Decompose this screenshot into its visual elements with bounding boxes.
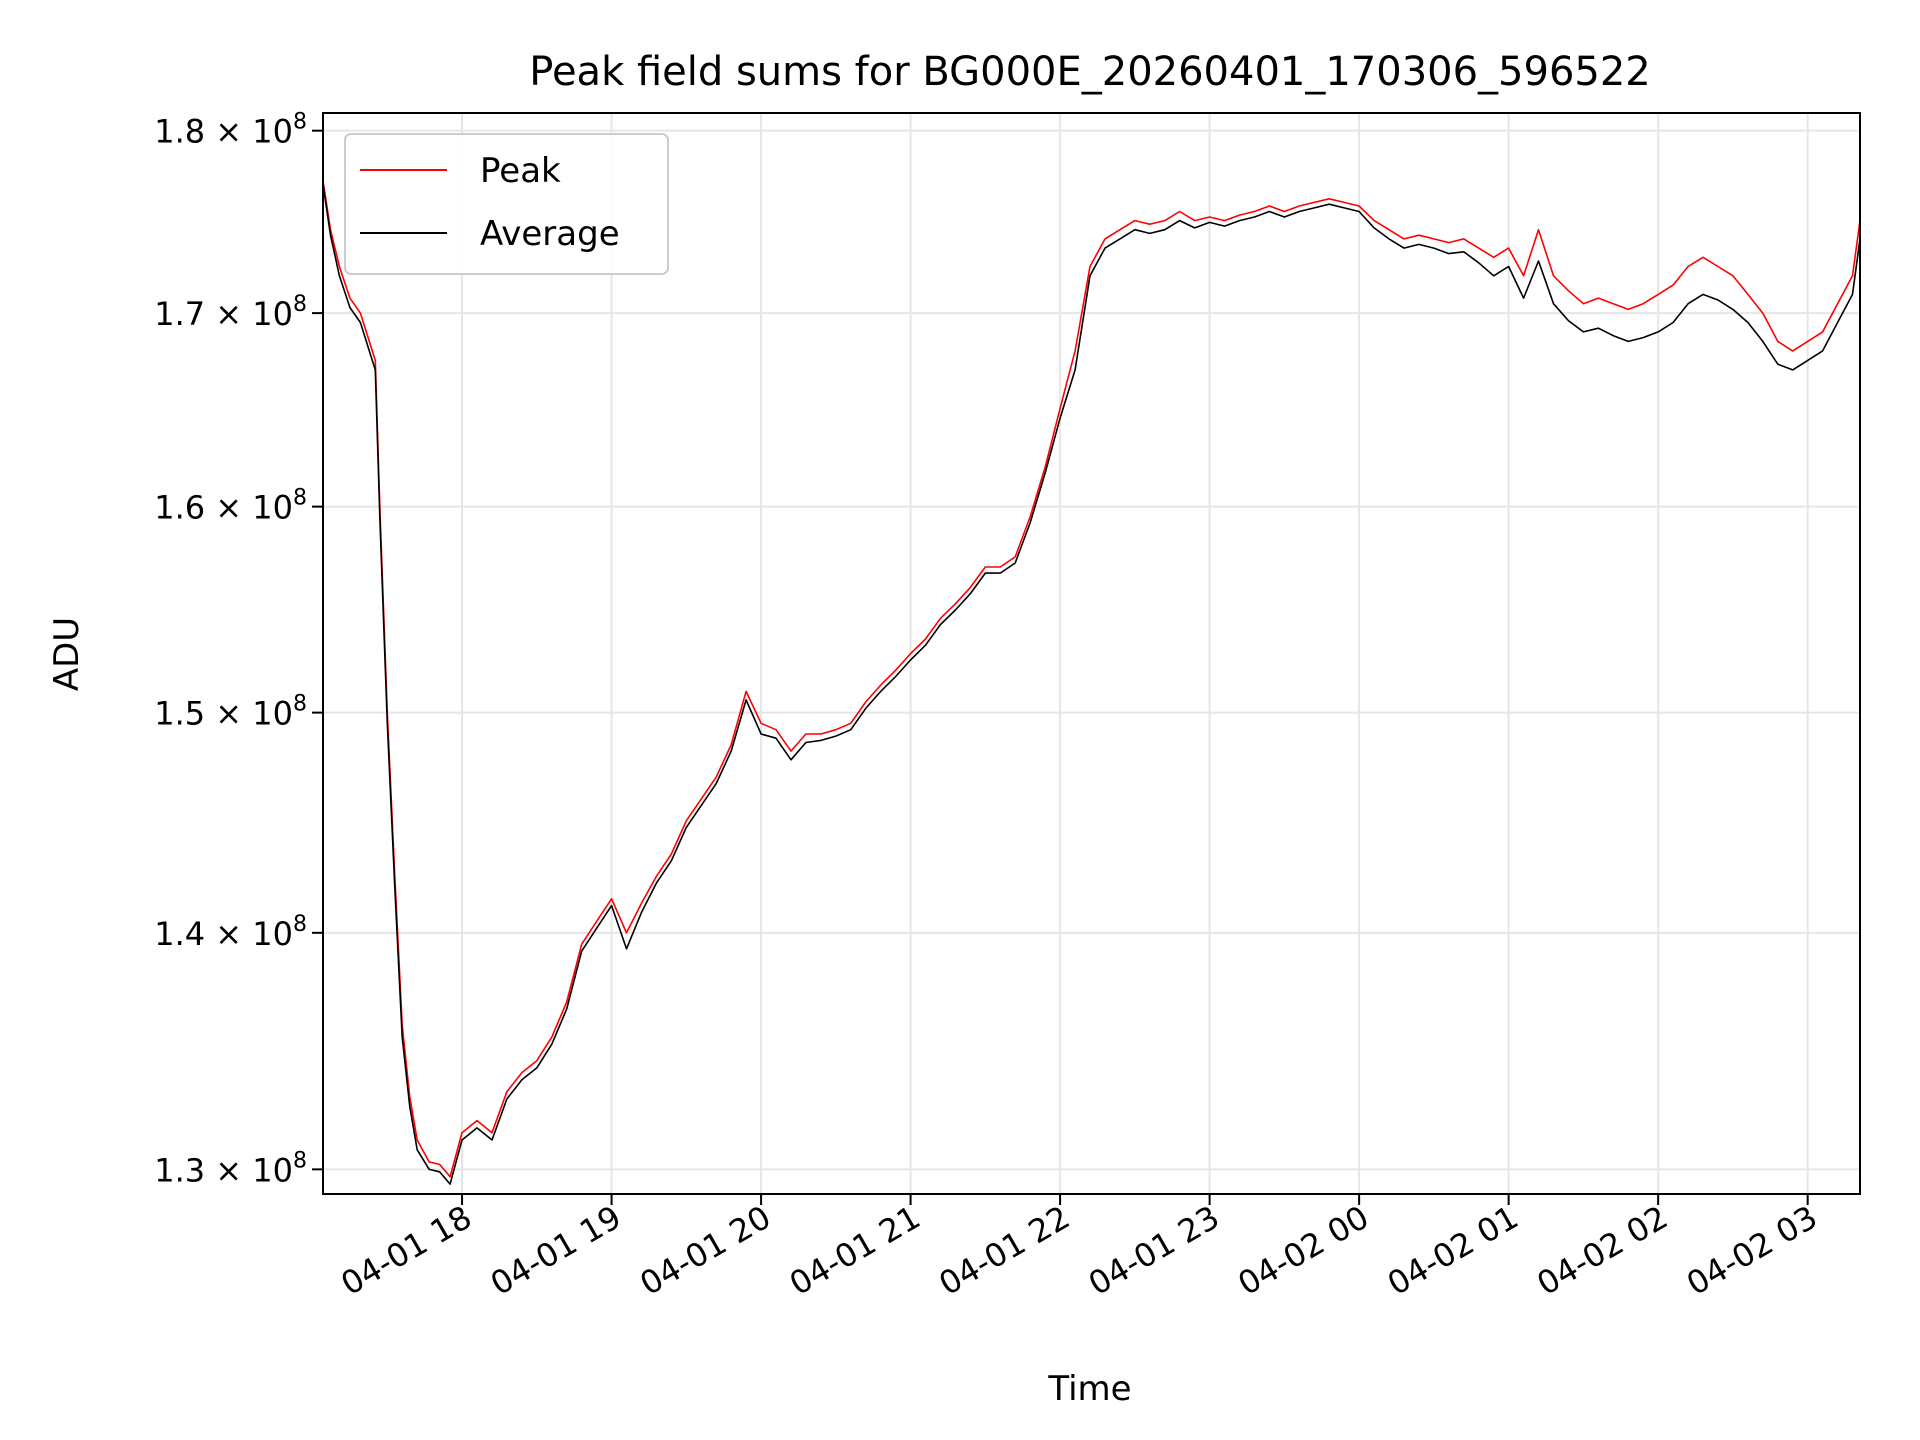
grid <box>323 113 1860 1194</box>
y-axis: 1.3 × 108 1.4 × 108 1.5 × 108 1.6 × 108 1.7 … <box>154 110 323 1189</box>
plot-background <box>323 113 1860 1194</box>
series-group <box>322 180 1861 1185</box>
y-tick-label: 1.7 × 108 <box>154 292 307 333</box>
legend-label-peak: Peak <box>480 151 561 191</box>
y-axis-label: ADU <box>47 617 87 691</box>
series-line-peak <box>322 180 1861 1178</box>
legend-label-average: Average <box>480 214 620 254</box>
plot-frame <box>322 112 1861 1195</box>
plot-area <box>322 112 1861 1195</box>
y-tick-label: 1.4 × 108 <box>154 912 307 953</box>
y-tick-label: 1.3 × 108 <box>154 1148 307 1189</box>
y-tick-label: 1.6 × 108 <box>154 486 307 527</box>
legend: Peak Average <box>344 133 669 275</box>
y-tick-label: 1.5 × 108 <box>154 692 307 733</box>
x-axis-label: Time <box>1047 1369 1131 1409</box>
y-tick-label: 1.8 × 108 <box>154 110 307 151</box>
series-line-average <box>322 184 1861 1185</box>
chart-title: Peak field sums for BG000E_20260401_1703… <box>529 49 1650 95</box>
